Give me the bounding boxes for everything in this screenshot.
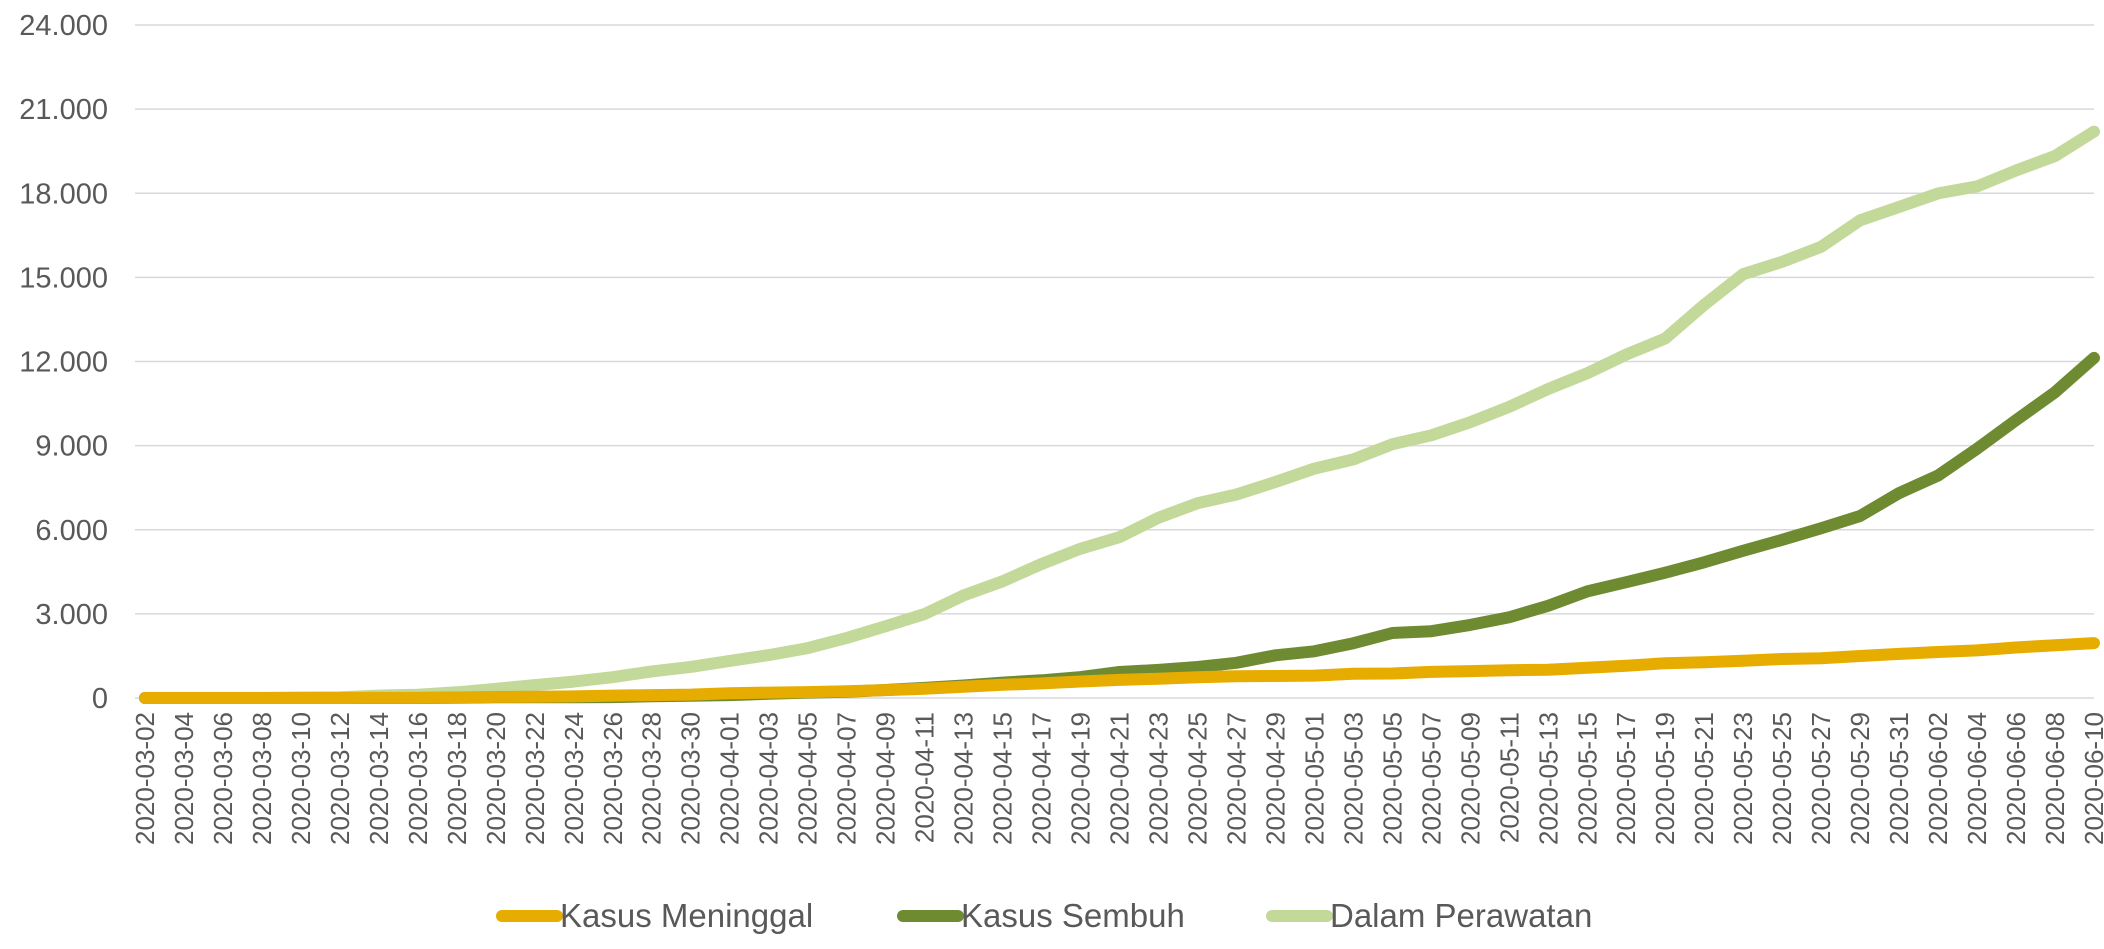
series-line-dalam-perawatan — [139, 125, 2100, 704]
x-tick-label: 2020-04-27 — [1221, 712, 1251, 845]
x-tick-label: 2020-06-02 — [1923, 712, 1953, 845]
x-tick-label: 2020-04-09 — [871, 712, 901, 845]
x-tick-label: 2020-04-05 — [793, 712, 823, 845]
x-tick-label: 2020-05-13 — [1533, 712, 1563, 845]
x-tick-label: 2020-04-13 — [949, 712, 979, 845]
x-tick-label: 2020-05-19 — [1650, 712, 1680, 845]
x-tick-label: 2020-05-07 — [1416, 712, 1446, 845]
legend: Kasus Meninggal Kasus Sembuh Dalam Perawat… — [496, 897, 1592, 934]
x-tick-label: 2020-04-29 — [1260, 712, 1290, 845]
legend-label-kasus-meninggal: Kasus Meninggal — [560, 897, 813, 934]
x-tick-label: 2020-05-01 — [1299, 712, 1329, 845]
x-tick-label: 2020-05-17 — [1611, 712, 1641, 845]
y-tick-label: 24.000 — [19, 10, 108, 42]
x-tick-label: 2020-03-28 — [637, 712, 667, 845]
x-tick-label: 2020-04-25 — [1182, 712, 1212, 845]
x-tick-label: 2020-06-04 — [1962, 712, 1992, 845]
x-tick-label: 2020-03-18 — [442, 712, 472, 845]
x-tick-label: 2020-05-31 — [1884, 712, 1914, 845]
y-tick-label: 6.000 — [35, 515, 108, 547]
x-tick-label: 2020-04-01 — [715, 712, 745, 845]
x-tick-label: 2020-06-08 — [2040, 712, 2070, 845]
x-tick-label: 2020-04-23 — [1143, 712, 1173, 845]
x-tick-label: 2020-03-30 — [676, 712, 706, 845]
series-lines — [139, 125, 2100, 704]
x-tick-label: 2020-03-12 — [325, 712, 355, 845]
x-tick-label: 2020-05-11 — [1494, 712, 1524, 843]
y-axis-tick-labels: 0 3.000 6.000 9.000 12.000 15.000 18.000 21.000… — [19, 10, 108, 715]
x-tick-label: 2020-05-29 — [1845, 712, 1875, 845]
x-tick-label: 2020-04-19 — [1066, 712, 1096, 845]
x-tick-label: 2020-03-06 — [208, 712, 238, 845]
y-tick-label: 21.000 — [19, 94, 108, 126]
legend-label-kasus-sembuh: Kasus Sembuh — [961, 897, 1185, 934]
y-tick-label: 18.000 — [19, 178, 108, 210]
legend-label-dalam-perawatan: Dalam Perawatan — [1330, 897, 1592, 934]
x-tick-label: 2020-03-26 — [598, 712, 628, 845]
x-tick-label: 2020-03-14 — [364, 712, 394, 845]
y-tick-label: 12.000 — [19, 347, 108, 379]
x-tick-label: 2020-04-03 — [754, 712, 784, 845]
y-tick-label: 9.000 — [35, 431, 108, 463]
x-tick-label: 2020-04-21 — [1105, 712, 1135, 845]
x-tick-label: 2020-03-04 — [169, 712, 199, 845]
x-tick-label: 2020-06-06 — [2001, 712, 2031, 845]
x-tick-label: 2020-05-15 — [1572, 712, 1602, 845]
x-tick-label: 2020-03-08 — [247, 712, 277, 845]
x-tick-label: 2020-06-10 — [2079, 712, 2104, 845]
x-axis-tick-labels: 2020-03-02 2020-03-04 2020-03-06 2020-03-08… — [130, 712, 2104, 845]
x-tick-label: 2020-03-22 — [520, 712, 550, 845]
x-tick-label: 2020-05-27 — [1806, 712, 1836, 845]
x-tick-label: 2020-05-21 — [1689, 712, 1719, 845]
x-tick-label: 2020-04-15 — [988, 712, 1018, 845]
y-tick-label: 15.000 — [19, 262, 108, 294]
x-tick-label: 2020-03-02 — [130, 712, 160, 845]
x-tick-label: 2020-05-05 — [1377, 712, 1407, 845]
x-tick-label: 2020-05-09 — [1455, 712, 1485, 845]
x-tick-label: 2020-05-23 — [1728, 712, 1758, 845]
x-tick-label: 2020-03-10 — [286, 712, 316, 845]
x-tick-label: 2020-03-16 — [403, 712, 433, 845]
y-tick-label: 0 — [92, 683, 108, 715]
x-tick-label: 2020-04-17 — [1027, 712, 1057, 845]
series-line-kasus-sembuh — [139, 351, 2100, 704]
y-tick-label: 3.000 — [35, 599, 108, 631]
gridlines — [135, 24, 2094, 699]
x-tick-label: 2020-04-11 — [910, 712, 940, 843]
x-tick-label: 2020-03-20 — [481, 712, 511, 845]
x-tick-label: 2020-05-25 — [1767, 712, 1797, 845]
x-tick-label: 2020-03-24 — [559, 712, 589, 845]
x-tick-label: 2020-05-03 — [1338, 712, 1368, 845]
x-tick-label: 2020-04-07 — [832, 712, 862, 845]
series-line-kasus-meninggal — [139, 637, 2100, 704]
